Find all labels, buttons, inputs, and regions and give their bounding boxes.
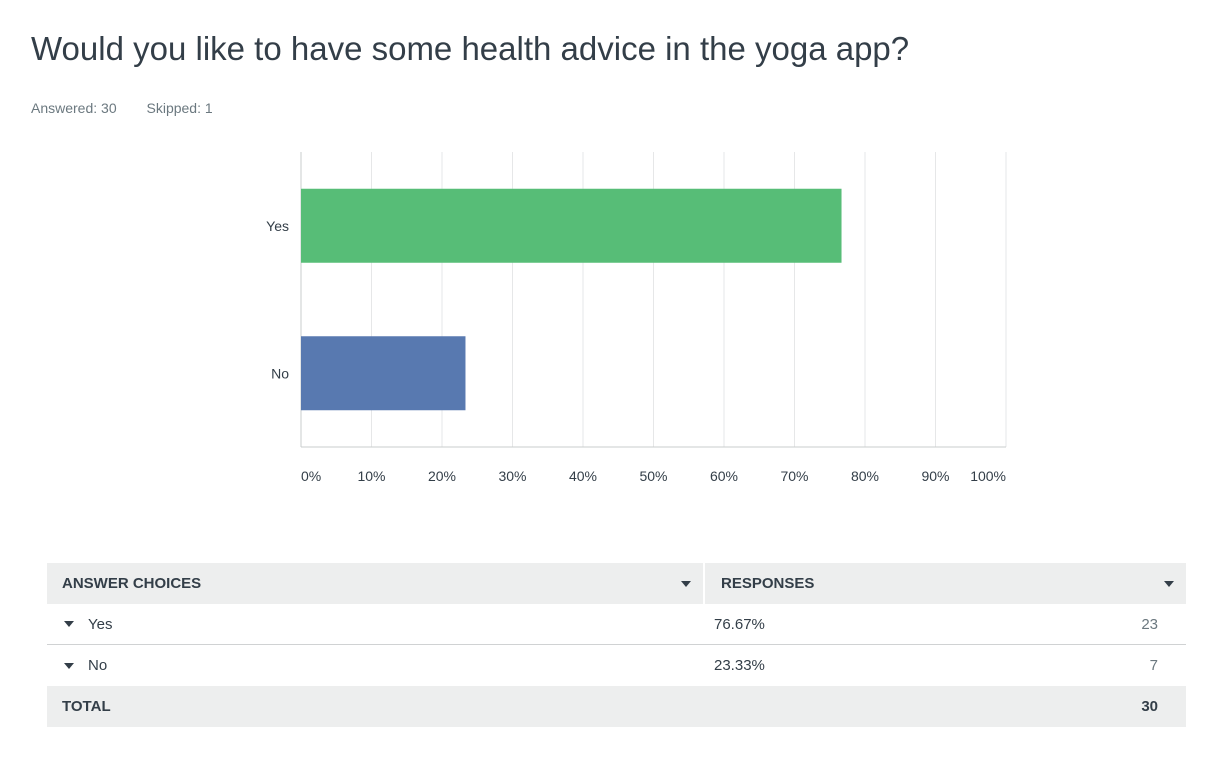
answer-choice-cell: No (47, 645, 703, 686)
category-label-no: No (271, 365, 289, 381)
responses-header-label: RESPONSES (721, 575, 815, 592)
x-tick-label: 80% (851, 468, 879, 484)
responses-table: ANSWER CHOICES RESPONSES Yes 76.67% 23 N… (47, 563, 1186, 727)
expand-caret-icon[interactable] (64, 662, 74, 669)
table-header: ANSWER CHOICES RESPONSES (47, 563, 1186, 604)
sort-chevron-down-icon[interactable] (1164, 580, 1174, 587)
total-count-cell: 30 (703, 686, 1186, 727)
total-count: 30 (1141, 698, 1158, 715)
x-tick-label: 30% (498, 468, 526, 484)
skipped-count: Skipped: 1 (146, 100, 213, 116)
x-tick-label: 90% (921, 468, 949, 484)
x-tick-label: 100% (970, 468, 1006, 484)
table-row: No 23.33% 7 (47, 645, 1186, 686)
x-tick-label: 20% (428, 468, 456, 484)
x-tick-label: 0% (301, 468, 321, 484)
bar-chart: Yes No 0% 10% 20% 30% 40% 50% 60% 70% 80% 90% 100% (266, 152, 1007, 484)
response-percent: 23.33% (714, 657, 765, 674)
bar-no (301, 336, 466, 411)
response-percent: 76.67% (714, 615, 765, 633)
expand-caret-icon[interactable] (64, 621, 74, 627)
response-stats: Answered: 30 Skipped: 1 (31, 100, 239, 116)
answer-choice-label: Yes (88, 615, 113, 633)
response-cell: 23.33% 7 (703, 645, 1186, 686)
table-total-row: TOTAL 30 (47, 686, 1186, 727)
table-row: Yes 76.67% 23 (47, 604, 1186, 645)
answer-choice-cell: Yes (47, 604, 703, 644)
sort-chevron-down-icon[interactable] (681, 580, 691, 587)
answered-count: Answered: 30 (31, 100, 117, 116)
responses-header[interactable]: RESPONSES (703, 563, 1186, 604)
x-tick-label: 50% (639, 468, 667, 484)
total-label: TOTAL (62, 698, 111, 715)
x-tick-label: 40% (569, 468, 597, 484)
bar-yes (301, 188, 842, 263)
answer-choices-header-label: ANSWER CHOICES (62, 575, 202, 592)
category-label-yes: Yes (266, 218, 289, 234)
x-tick-label: 10% (357, 468, 385, 484)
total-label-cell: TOTAL (47, 686, 703, 727)
x-tick-label: 70% (780, 468, 808, 484)
question-title: Would you like to have some health advic… (31, 30, 910, 67)
response-count: 23 (1141, 615, 1158, 633)
response-cell: 76.67% 23 (703, 604, 1186, 644)
response-count: 7 (1149, 657, 1158, 674)
answer-choice-label: No (88, 657, 108, 674)
x-tick-label: 60% (710, 468, 738, 484)
answer-choices-header[interactable]: ANSWER CHOICES (47, 563, 703, 604)
